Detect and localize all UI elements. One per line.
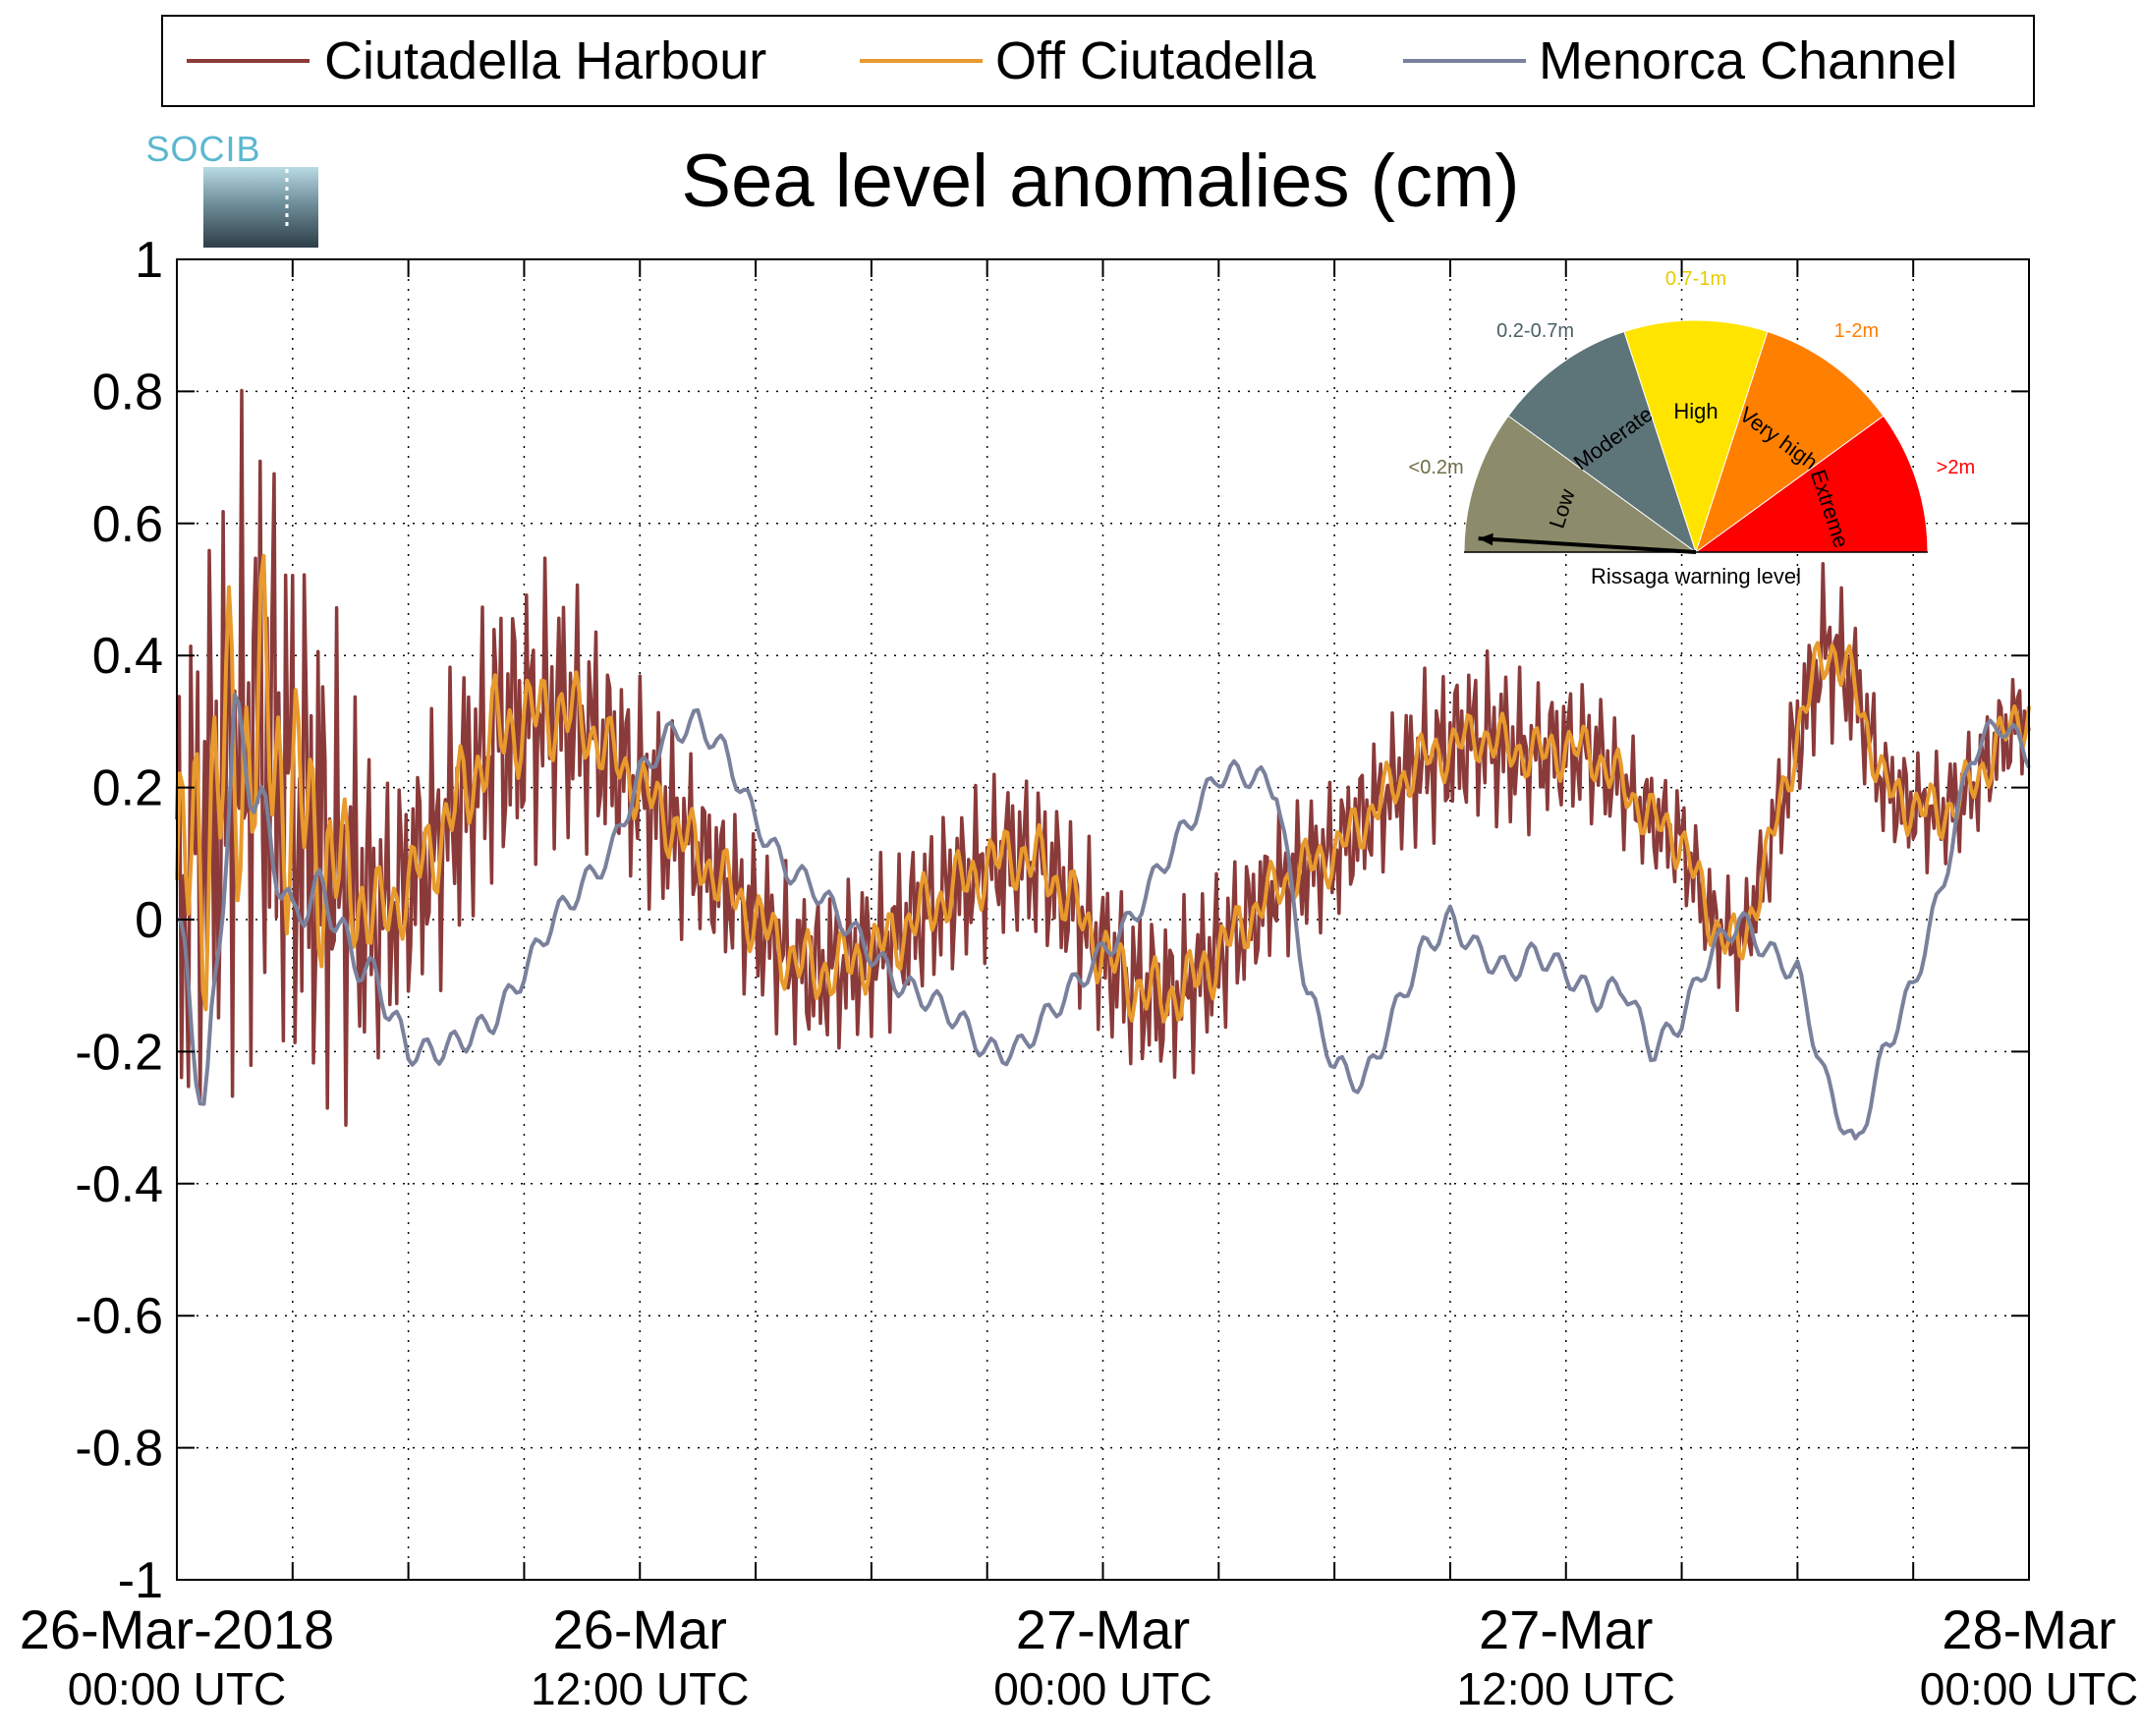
- legend-label-off-ciutadella: Off Ciutadella: [995, 31, 1317, 90]
- y-tick-label: 0.6: [92, 496, 163, 553]
- x-tick-label-date: 27-Mar: [1479, 1598, 1653, 1660]
- y-tick-label: -0.4: [75, 1156, 163, 1213]
- y-tick-label: -0.8: [75, 1421, 163, 1478]
- gauge-range-label: 0.2-0.7m: [1496, 320, 1574, 342]
- y-tick-label: 1: [135, 232, 163, 289]
- gauge-range-label: 1-2m: [1834, 320, 1880, 342]
- gauge-title: Rissaga warning level: [1591, 564, 1801, 588]
- gauge-range-label: 0.7-1m: [1665, 268, 1726, 290]
- gauge-segment-low: [1463, 415, 1698, 553]
- plot-area: 1 0.8 0.6 0.4 0.2 0 -0.2 -0.4 -0.6 -0.8 -1 26-Mar-…: [20, 232, 2139, 1714]
- legend: Ciutadella Harbour Off Ciutadella Menorc…: [161, 15, 2035, 107]
- series-line-menorca-channel: [176, 693, 2031, 1141]
- socib-logo-wave: [203, 167, 318, 248]
- gauge-segment-label: High: [1673, 399, 1718, 423]
- gauge-needle: [1478, 536, 1697, 554]
- x-tick-label-time: 00:00 UTC: [1920, 1663, 2138, 1714]
- gauge-needle-arrowhead: [1478, 532, 1493, 546]
- legend-box: [161, 15, 2035, 107]
- gauge-segment-extreme: [1694, 415, 1929, 553]
- y-tick-label: -0.2: [75, 1024, 163, 1081]
- gauge-segment-high: [1623, 319, 1769, 554]
- x-tick-label-time: 12:00 UTC: [1457, 1663, 1675, 1714]
- y-tick-label: 0: [135, 892, 163, 949]
- y-axis-ticks: 1 0.8 0.6 0.4 0.2 0 -0.2 -0.4 -0.6 -0.8 -1: [75, 232, 2029, 1609]
- series-layer: [175, 388, 2031, 1141]
- chart-title: Sea level anomalies (cm): [681, 140, 1519, 223]
- y-tick-label: -1: [118, 1552, 163, 1609]
- x-tick-label-date: 26-Mar-2018: [20, 1598, 335, 1660]
- x-tick-label-time: 00:00 UTC: [993, 1663, 1211, 1714]
- y-tick-label: -0.6: [75, 1288, 163, 1345]
- x-tick-label-date: 26-Mar: [553, 1598, 727, 1660]
- gauge-segment-moderate: [1507, 330, 1697, 554]
- x-tick-label-time: 12:00 UTC: [531, 1663, 749, 1714]
- socib-logo: SOCIB: [145, 129, 318, 248]
- x-tick-label-time: 00:00 UTC: [68, 1663, 286, 1714]
- socib-logo-text: SOCIB: [145, 129, 260, 169]
- legend-label-ciutadella-harbour: Ciutadella Harbour: [324, 31, 766, 90]
- x-tick-label-date: 27-Mar: [1016, 1598, 1190, 1660]
- gauge-segment-very-high: [1695, 330, 1885, 554]
- x-tick-label-date: 28-Mar: [1942, 1598, 2115, 1660]
- y-tick-label: 0.2: [92, 760, 163, 817]
- gauge-range-label: >2m: [1937, 457, 1975, 478]
- y-tick-label: 0.4: [92, 628, 163, 685]
- y-tick-label: 0.8: [92, 364, 163, 420]
- gauge-range-label: <0.2m: [1409, 457, 1464, 478]
- legend-label-menorca-channel: Menorca Channel: [1539, 31, 1957, 90]
